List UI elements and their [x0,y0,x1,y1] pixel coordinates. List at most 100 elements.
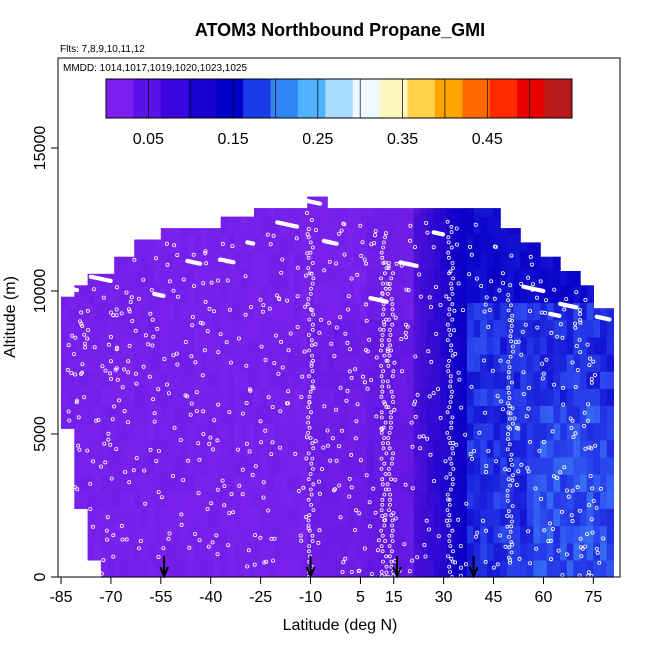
flight-point [109,334,114,339]
heatmap-cell [600,439,608,458]
heatmap-cell [320,336,328,355]
heatmap-cell [447,422,455,441]
heatmap-cell [267,216,275,235]
flight-point [207,441,212,446]
heatmap-cell [387,302,395,321]
flight-point [156,387,161,392]
heatmap-cell [466,268,475,286]
flight-point [321,445,326,450]
heatmap-cell [500,251,508,269]
heatmap-cell [433,285,441,304]
flight-point [500,271,505,276]
flight-point [417,434,422,439]
heatmap-cell [240,336,248,355]
heatmap-cell [526,422,535,441]
profile-point [510,313,515,318]
heatmap-cell [313,302,322,321]
heatmap-cell [533,285,541,304]
flight-point [534,546,539,551]
flight-point [589,517,594,522]
flight-point [509,253,514,258]
flight-point [215,487,220,492]
flight-point [197,457,202,462]
heatmap-cell [473,508,481,527]
heatmap-cell [413,439,421,458]
flight-point [516,469,521,474]
profile-point [308,250,313,255]
heatmap-cell [440,251,448,269]
profile-point [506,375,511,380]
heatmap-cell [533,474,541,492]
heatmap-cell [526,242,535,252]
heatmap-cell [94,508,102,527]
profile-point [311,446,316,451]
heatmap-cell [340,405,348,424]
flight-point [483,559,488,564]
heatmap-cell [167,233,175,252]
heatmap-cell [493,233,501,252]
heatmap-cell [566,508,574,527]
profile-point [507,365,512,370]
flight-point [436,534,441,539]
profile-point [380,291,385,296]
heatmap-cell [174,439,182,458]
heatmap-cell [553,268,561,286]
flight-point [111,554,116,559]
flight-point [172,425,177,430]
profile-point [508,457,513,462]
flight-point [589,376,594,381]
flight-point [467,272,472,277]
heatmap-cell [553,319,561,338]
flight-point [494,459,499,464]
flight-point [309,217,314,222]
heatmap-cell [167,285,175,304]
heatmap-cell [120,422,129,441]
flight-point [73,335,78,340]
heatmap-cell [387,353,395,372]
profile-point [379,466,384,471]
flight-point [431,391,436,396]
heatmap-cell [120,439,129,458]
heatmap-cell [606,559,614,578]
heatmap-cell [307,474,315,492]
flight-point [408,223,413,228]
heatmap-cell [74,491,82,509]
heatmap-cell [420,208,428,218]
heatmap-cell [187,233,195,252]
flight-point [410,486,415,491]
heatmap-cell [466,216,475,235]
heatmap-cell [280,319,288,338]
profile-point [310,384,315,389]
heatmap-cell [147,353,155,372]
heatmap-cell [61,394,69,412]
heatmap-cell [94,405,102,424]
profile-point [306,255,311,260]
heatmap-cell [214,388,222,406]
heatmap-cell [180,353,189,372]
heatmap-cell [194,559,202,578]
profile-point [390,539,395,543]
flight-leg-point [317,201,323,206]
profile-point [507,468,511,472]
flight-point [264,559,269,564]
heatmap-cell [486,559,495,578]
heatmap-cell [533,508,541,527]
flight-point [212,418,217,423]
flight-point [566,494,571,499]
heatmap-cell [433,542,441,561]
flight-point [535,325,540,330]
heatmap-cell [447,456,455,475]
heatmap-cell [573,508,581,527]
heatmap-cell [307,268,315,286]
heatmap-cell [220,439,228,458]
heatmap-cell [247,319,255,338]
flight-point [514,425,519,430]
profile-point [379,250,384,255]
heatmap-cell [520,319,528,338]
heatmap-cell [606,308,614,321]
heatmap-cell [407,302,415,321]
heatmap-cell [440,388,448,406]
heatmap-cell [67,308,75,326]
profile-point [306,297,311,301]
profile-point [381,559,385,564]
